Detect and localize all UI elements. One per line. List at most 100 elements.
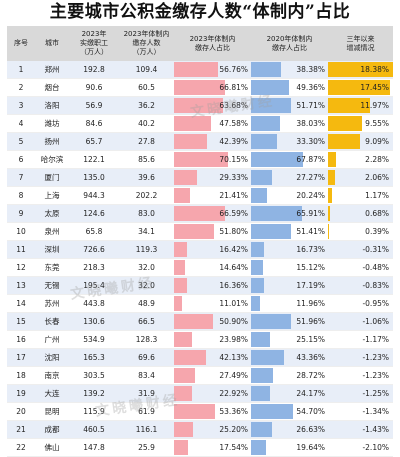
pct-2023-label: 66.81% bbox=[219, 83, 248, 92]
workers-value: 726.6 bbox=[69, 240, 119, 259]
pct-2023-bar bbox=[174, 152, 228, 167]
pct-2020-label: 11.96% bbox=[296, 299, 325, 308]
table-row: 22 佛山 147.8 25.9 17.54% 19.64% -2.10% bbox=[7, 438, 393, 457]
pct-2023-label: 66.59% bbox=[219, 209, 248, 218]
pct-2020-label: 49.36% bbox=[296, 83, 325, 92]
pct-2020-bar bbox=[251, 116, 281, 131]
change-label: 9.55% bbox=[365, 119, 389, 128]
workers-value: 124.6 bbox=[69, 204, 119, 223]
change-cell: 2.06% bbox=[328, 168, 393, 187]
table-row: 19 大连 139.2 31.9 22.92% 24.17% -1.25% bbox=[7, 384, 393, 403]
table-row: 2 烟台 90.6 60.5 66.81% 49.36% 17.45% bbox=[7, 78, 393, 97]
pct-2020-cell: 17.19% bbox=[251, 276, 328, 295]
city-name: 泉州 bbox=[35, 222, 69, 241]
pct-2020-bar bbox=[251, 206, 302, 221]
change-label: 1.17% bbox=[365, 191, 389, 200]
pct-2020-label: 43.36% bbox=[296, 353, 325, 362]
row-number: 2 bbox=[7, 78, 35, 97]
pct-2023-bar bbox=[174, 224, 214, 239]
pct-2023-cell: 42.13% bbox=[174, 348, 251, 367]
change-cell: -0.83% bbox=[328, 276, 393, 295]
pct-2020-cell: 38.38% bbox=[251, 61, 328, 79]
pct-2023-cell: 50.90% bbox=[174, 312, 251, 331]
workers-value: 944.3 bbox=[69, 186, 119, 205]
pct-2023-bar bbox=[174, 134, 207, 149]
workers-value: 115.9 bbox=[69, 402, 119, 421]
pct-2020-bar bbox=[251, 224, 291, 239]
column-header: 2023年 实缴职工 （万人） bbox=[69, 26, 119, 61]
pct-2020-label: 65.91% bbox=[296, 209, 325, 218]
table-row: 11 深圳 726.6 119.3 16.42% 16.73% -0.31% bbox=[7, 240, 393, 259]
pct-2023-cell: 51.80% bbox=[174, 222, 251, 241]
pct-2023-cell: 70.15% bbox=[174, 150, 251, 169]
pct-2020-label: 26.63% bbox=[296, 425, 325, 434]
table-row: 14 苏州 443.8 48.9 11.01% 11.96% -0.95% bbox=[7, 294, 393, 313]
workers-value: 135.0 bbox=[69, 168, 119, 187]
pct-2023-cell: 29.33% bbox=[174, 168, 251, 187]
city-name: 东莞 bbox=[35, 258, 69, 277]
pct-2020-bar bbox=[251, 170, 272, 185]
pct-2023-bar bbox=[174, 206, 226, 221]
pct-2023-label: 56.76% bbox=[219, 65, 248, 74]
pct-2020-bar bbox=[251, 152, 304, 167]
workers-value: 192.8 bbox=[69, 61, 119, 79]
pct-2023-cell: 17.54% bbox=[174, 438, 251, 457]
pct-2023-bar bbox=[174, 314, 214, 329]
institutional-value: 69.6 bbox=[119, 348, 174, 367]
change-label: 9.09% bbox=[365, 137, 389, 146]
table-row: 1 郑州 192.8 109.4 56.76% 38.38% 18.38% bbox=[7, 61, 393, 79]
change-label: -1.25% bbox=[362, 389, 389, 398]
institutional-value: 36.2 bbox=[119, 96, 174, 115]
pct-2023-label: 70.15% bbox=[219, 155, 248, 164]
table-row: 7 厦门 135.0 39.6 29.33% 27.27% 2.06% bbox=[7, 168, 393, 187]
change-bar bbox=[328, 98, 371, 113]
change-cell: -0.48% bbox=[328, 258, 393, 277]
table-row: 16 广州 534.9 128.3 23.98% 25.15% -1.17% bbox=[7, 330, 393, 349]
workers-value: 90.6 bbox=[69, 78, 119, 97]
pct-2023-cell: 27.49% bbox=[174, 366, 251, 385]
column-header: 2020年体制内 缴存人占比 bbox=[251, 26, 328, 61]
pct-2023-cell: 66.81% bbox=[174, 78, 251, 97]
pct-2020-label: 28.72% bbox=[296, 371, 325, 380]
pct-2020-cell: 26.63% bbox=[251, 420, 328, 439]
pct-2023-cell: 56.76% bbox=[174, 61, 251, 79]
pct-2020-bar bbox=[251, 242, 264, 257]
pct-2020-cell: 24.17% bbox=[251, 384, 328, 403]
pct-2020-cell: 27.27% bbox=[251, 168, 328, 187]
city-name: 昆明 bbox=[35, 402, 69, 421]
pct-2023-label: 42.39% bbox=[219, 137, 248, 146]
change-label: -0.95% bbox=[362, 299, 389, 308]
pct-2020-label: 38.38% bbox=[296, 65, 325, 74]
pct-2023-bar bbox=[174, 296, 183, 311]
institutional-value: 61.9 bbox=[119, 402, 174, 421]
change-cell: -1.25% bbox=[328, 384, 393, 403]
pct-2023-label: 17.54% bbox=[219, 443, 248, 452]
table-row: 18 南京 303.5 83.4 27.49% 28.72% -1.23% bbox=[7, 366, 393, 385]
city-name: 无锡 bbox=[35, 276, 69, 295]
change-cell: 18.38% bbox=[328, 61, 393, 79]
workers-value: 534.9 bbox=[69, 330, 119, 349]
pct-2020-label: 15.12% bbox=[296, 263, 325, 272]
pct-2020-bar bbox=[251, 332, 271, 347]
change-label: -1.17% bbox=[362, 335, 389, 344]
pct-2023-bar bbox=[174, 188, 191, 203]
city-name: 太原 bbox=[35, 204, 69, 223]
change-cell: 11.97% bbox=[328, 96, 393, 115]
city-name: 郑州 bbox=[35, 61, 69, 79]
workers-value: 303.5 bbox=[69, 366, 119, 385]
pct-2023-label: 11.01% bbox=[219, 299, 248, 308]
pct-2020-cell: 38.03% bbox=[251, 114, 328, 133]
change-bar bbox=[328, 134, 361, 149]
pct-2023-bar bbox=[174, 116, 211, 131]
workers-value: 218.3 bbox=[69, 258, 119, 277]
change-label: 2.28% bbox=[365, 155, 389, 164]
change-label: -1.23% bbox=[362, 353, 389, 362]
change-bar bbox=[328, 170, 336, 185]
table-row: 9 太原 124.6 83.0 66.59% 65.91% 0.68% bbox=[7, 204, 393, 223]
pct-2020-bar bbox=[251, 422, 272, 437]
pct-2020-bar bbox=[251, 278, 265, 293]
pct-2023-label: 29.33% bbox=[219, 173, 248, 182]
table-row: 5 扬州 65.7 27.8 42.39% 33.30% 9.09% bbox=[7, 132, 393, 151]
change-label: 18.38% bbox=[360, 65, 389, 74]
city-name: 广州 bbox=[35, 330, 69, 349]
